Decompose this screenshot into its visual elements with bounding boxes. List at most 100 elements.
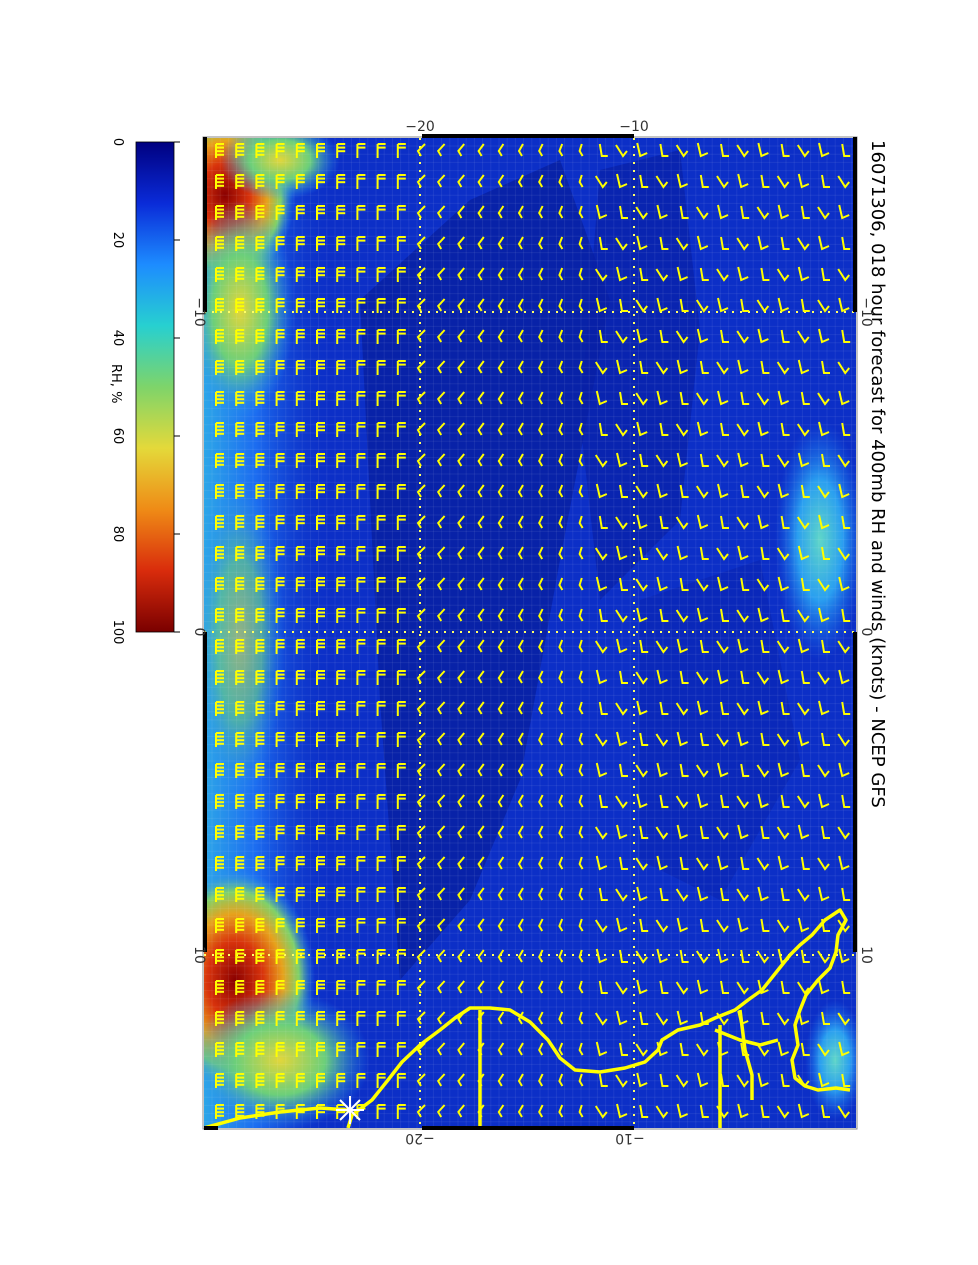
wind-barb xyxy=(838,669,850,685)
wind-barb xyxy=(655,1012,669,1026)
wind-barb xyxy=(396,670,406,685)
wind-barb xyxy=(396,174,406,189)
wind-barb xyxy=(594,919,608,933)
wind-barb xyxy=(517,546,524,560)
wind-barb xyxy=(656,762,668,778)
wind-barb xyxy=(416,639,426,653)
wind-barb xyxy=(295,763,305,778)
figure-title: 16071306, 018 hour forecast for 400mb RH… xyxy=(867,140,888,808)
wind-barb xyxy=(436,391,446,405)
wind-barb xyxy=(497,298,505,312)
wind-barb xyxy=(717,669,729,685)
wind-barb xyxy=(436,484,446,498)
wind-barb xyxy=(699,267,709,281)
wind-barb xyxy=(776,268,790,282)
wind-barb xyxy=(655,454,669,468)
wind-barb xyxy=(255,422,265,437)
wind-barb xyxy=(376,205,386,220)
wind-barb xyxy=(800,298,810,312)
wind-barb xyxy=(356,856,366,871)
wind-barb xyxy=(356,887,366,902)
wind-barb xyxy=(517,856,524,870)
wind-barb xyxy=(497,980,505,994)
wind-barb xyxy=(477,1042,485,1056)
wind-barb xyxy=(695,206,709,220)
wind-barb xyxy=(837,640,850,654)
wind-barb xyxy=(635,1043,648,1057)
wind-barb xyxy=(737,1103,749,1119)
wind-barb xyxy=(740,484,750,498)
wind-barb xyxy=(696,793,709,809)
wind-barb xyxy=(275,887,285,902)
wind-barb xyxy=(818,979,830,995)
wind-barb xyxy=(796,237,810,251)
wind-barb xyxy=(838,576,850,592)
wind-barb xyxy=(780,236,790,250)
wind-barb xyxy=(295,329,305,344)
wind-barb xyxy=(316,546,325,561)
wind-barb xyxy=(780,794,790,808)
wind-barb xyxy=(477,174,485,188)
wind-barb xyxy=(558,1104,564,1118)
wind-barb xyxy=(316,639,325,654)
wind-barb xyxy=(356,453,366,468)
wind-barb xyxy=(538,143,544,157)
wind-barb xyxy=(255,515,265,530)
wind-barb xyxy=(477,763,485,777)
wind-barb xyxy=(538,515,544,529)
wind-barb xyxy=(796,888,810,902)
wind-barb xyxy=(616,731,628,747)
wind-barb xyxy=(619,391,628,405)
wind-barb xyxy=(416,1011,426,1025)
wind-barb xyxy=(275,608,285,623)
wind-barb xyxy=(457,887,465,901)
wind-barb xyxy=(275,980,285,995)
wind-barb xyxy=(376,732,386,747)
wind-barb xyxy=(717,483,729,499)
wind-barb xyxy=(275,732,285,747)
wind-barb xyxy=(497,732,505,746)
wind-barb xyxy=(558,887,564,901)
wind-barb xyxy=(598,608,608,622)
wind-barb xyxy=(275,484,285,499)
wind-barb xyxy=(797,638,810,654)
wind-barb xyxy=(416,825,426,839)
wind-barb xyxy=(497,608,505,622)
wind-barb xyxy=(538,856,544,870)
wind-barb xyxy=(457,1042,465,1056)
wind-barb xyxy=(517,887,524,901)
wind-barb xyxy=(235,205,245,220)
wind-barb xyxy=(376,1073,386,1088)
wind-barb xyxy=(336,329,346,344)
wind-barb xyxy=(558,143,564,157)
wind-barb xyxy=(356,515,366,530)
wind-barb xyxy=(497,1042,505,1056)
wind-barb xyxy=(295,174,305,189)
wind-barb xyxy=(695,671,709,685)
wind-barb xyxy=(336,577,346,592)
wind-barb xyxy=(720,980,729,994)
wind-barb xyxy=(777,576,789,592)
wind-barb xyxy=(797,824,810,840)
wind-barb xyxy=(675,330,689,344)
wind-barb xyxy=(255,701,265,716)
wind-barb xyxy=(356,205,366,220)
wind-barb xyxy=(538,763,544,777)
wind-barb xyxy=(558,608,564,622)
wind-barb xyxy=(594,361,608,375)
wind-barb xyxy=(740,391,750,405)
wind-barb xyxy=(760,546,770,560)
wind-barb xyxy=(457,701,465,715)
wind-barb xyxy=(356,174,366,189)
wind-barb xyxy=(659,980,669,994)
wind-barb xyxy=(740,205,750,219)
wind-barb xyxy=(679,298,689,312)
wind-barb xyxy=(416,608,426,622)
wind-barb xyxy=(736,981,749,995)
wind-barb xyxy=(538,484,544,498)
wind-barb xyxy=(396,422,406,437)
wind-barb xyxy=(376,484,386,499)
wind-barb xyxy=(800,391,810,405)
wind-barb xyxy=(720,1073,729,1087)
wind-barb xyxy=(797,452,810,468)
